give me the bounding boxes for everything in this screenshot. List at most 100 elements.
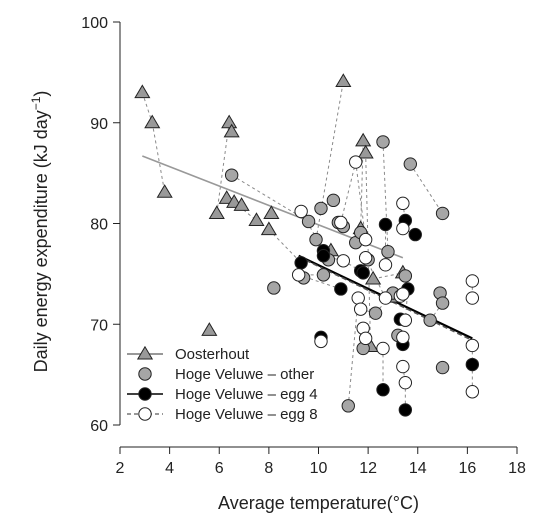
circle-point [408,227,422,242]
triangle-point [365,270,382,285]
circle-point [351,291,365,305]
circle-point [465,291,480,305]
x-tick-label: 6 [215,460,224,477]
circle-point [396,287,410,301]
circle-point [403,157,418,171]
y-tick-label: 70 [90,317,108,334]
circle-point [396,359,410,374]
triangle-point [260,221,277,236]
circle-point [435,360,450,375]
circle-point [465,357,480,372]
circle-point [341,399,355,413]
y-axis-label-superscript: −1 [29,96,43,110]
y-axis-label: Daily energy expenditure (kJ day−1) [29,91,51,373]
circle-point [301,214,316,229]
circle-point [334,282,348,296]
triangle-point [335,73,352,87]
regression-lines [142,155,473,342]
circle-point [396,196,410,211]
x-tick-label: 16 [458,460,476,477]
circle-point [381,245,395,259]
connector-line [409,163,443,214]
circle-point [396,221,410,236]
circle-point [294,256,308,270]
circle-point [358,331,373,346]
circle-point [435,296,450,310]
circle-point [396,330,410,345]
triangle-point [221,114,238,129]
x-tick-label: 18 [508,460,526,477]
circle-point [398,313,413,327]
y-tick-label: 80 [90,217,108,234]
circle-point [334,215,348,230]
legend-label: Hoge Veluwe – egg 8 [175,406,318,423]
data-points [134,73,480,417]
connector-line [151,122,166,193]
circle-point [224,168,239,182]
x-axis-label: Average temperature(°C) [218,493,419,513]
circle-point [267,281,281,295]
circle-point [378,217,393,232]
circle-point [423,313,437,327]
circle-point [465,385,480,399]
triangle-point [233,197,250,211]
circle-point [358,232,373,247]
connector-line [347,298,359,406]
circle-point [376,383,390,397]
circle-point [294,204,308,219]
triangle-point [208,205,225,219]
circle-point [435,206,450,221]
legend-marker [138,387,152,401]
y-tick-label: 90 [90,116,108,133]
triangle-point [218,190,235,204]
circle-point [314,334,328,349]
circle-point [398,403,413,417]
triangle-point [248,212,265,227]
x-tick-label: 14 [409,460,427,477]
triangle-point [357,144,374,159]
x-tick-label: 2 [116,460,125,477]
legend-marker [136,345,154,360]
legend-label: Oosterhout [175,346,250,363]
circle-point [314,201,328,216]
x-tick-label: 12 [359,460,377,477]
circle-point [378,258,393,272]
connector-line [382,141,389,252]
circle-point [376,341,390,356]
triangle-point [144,114,161,129]
circle-point [398,269,413,283]
legend-marker [138,407,152,421]
circle-point [336,254,351,268]
circle-point [291,268,306,282]
axes: 60 70 80 90 100 2 4 6 8 10 12 14 16 18 [81,15,526,477]
legend: Oosterhout Hoge Veluwe – other Hoge Veluwe… [127,345,318,423]
triangle-point [223,123,240,138]
triangle-point [201,322,218,336]
circle-point [376,135,390,149]
circle-point [378,291,393,305]
legend-marker [138,367,152,381]
triangle-point [263,205,280,219]
circle-point [356,266,370,280]
connector-line [355,161,367,240]
triangle-point [134,84,151,99]
connector-line [268,229,302,264]
y-tick-label: 60 [90,418,108,435]
x-tick-label: 4 [165,460,174,477]
circle-point [316,268,331,282]
x-tick-label: 8 [264,460,273,477]
y-axis-label-suffix: ) [31,91,51,97]
connector-line [233,201,257,221]
triangle-point [355,132,372,147]
y-tick-label: 100 [81,15,108,32]
triangle-point [156,184,173,198]
circle-point [368,306,383,320]
circle-point [465,338,480,353]
connector-line [340,161,357,223]
legend-label: Hoge Veluwe – egg 4 [175,386,318,403]
circle-point [398,375,413,390]
circle-point [358,251,373,265]
legend-label: Hoge Veluwe – other [175,366,314,383]
connector-line [365,152,372,347]
